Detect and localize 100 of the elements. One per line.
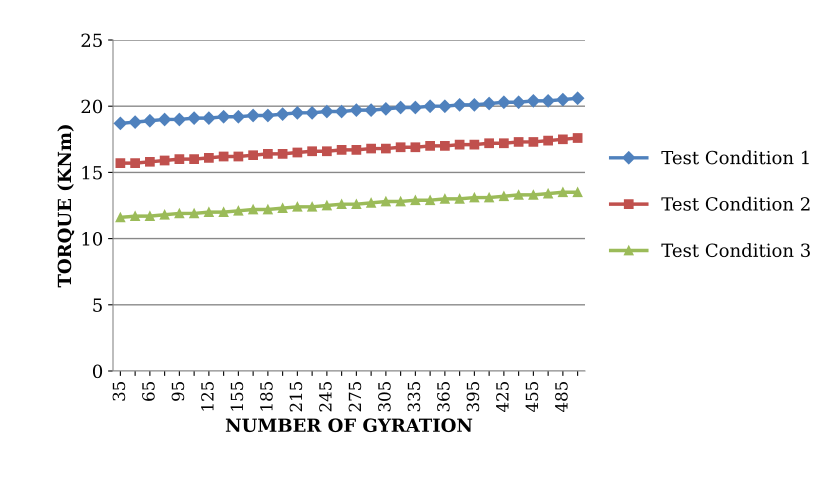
point [130, 211, 140, 221]
point [528, 137, 538, 147]
point [322, 200, 332, 210]
point [218, 152, 228, 162]
x-tick-label: 65 [142, 382, 155, 401]
point [514, 137, 524, 147]
point [290, 106, 304, 120]
y-tick-label: 10 [82, 232, 102, 246]
point [172, 112, 186, 126]
point [512, 96, 526, 109]
point [366, 144, 376, 154]
point [261, 108, 274, 122]
point [276, 108, 290, 121]
point [424, 100, 437, 113]
point [482, 96, 496, 110]
point [366, 198, 376, 208]
point [114, 116, 127, 130]
point [454, 140, 464, 150]
point [128, 116, 142, 129]
point [322, 146, 332, 156]
x-tick-label: 215 [290, 382, 302, 412]
point [189, 154, 199, 164]
point [174, 154, 184, 164]
point [484, 192, 494, 202]
point [292, 202, 302, 212]
y-tick-label: 15 [82, 166, 102, 180]
point [232, 110, 245, 124]
point [543, 188, 553, 198]
point [189, 208, 199, 218]
point [438, 100, 452, 113]
x-tick-label: 335 [408, 382, 420, 412]
point [278, 203, 288, 214]
point [292, 148, 302, 158]
point [394, 100, 408, 114]
legend-label: Test Condition 3 [661, 243, 810, 258]
point [379, 102, 392, 116]
point [248, 150, 258, 160]
x-tick-label: 125 [201, 382, 214, 410]
y-axis-title: TORQUE (KNm) [57, 125, 74, 288]
x-tick-label: 455 [526, 382, 538, 412]
point [143, 114, 156, 128]
point [130, 158, 140, 168]
point [558, 187, 568, 198]
x-tick-label: 275 [348, 382, 362, 412]
point [158, 112, 172, 126]
point [364, 104, 378, 117]
point [352, 145, 362, 155]
point [145, 156, 155, 167]
point [408, 100, 422, 114]
x-axis-title: NUMBER OF GYRATION [226, 418, 472, 432]
point [263, 204, 273, 214]
point [468, 98, 481, 112]
point [497, 96, 510, 109]
x-tick-label: 35 [112, 382, 126, 401]
point [160, 156, 170, 166]
point [116, 212, 126, 222]
point [306, 106, 319, 120]
x-tick-label: 185 [260, 382, 273, 410]
point [234, 206, 244, 216]
legend-label: Test Condition 2 [661, 196, 810, 211]
point [440, 141, 450, 151]
point [499, 191, 509, 202]
point [558, 134, 568, 144]
x-tick-label: 395 [466, 382, 480, 412]
y-tick-label: 25 [82, 33, 102, 48]
x-tick-label: 155 [230, 382, 244, 410]
y-tick-label: 20 [82, 100, 102, 114]
point [307, 202, 317, 212]
point [218, 207, 228, 217]
point [528, 190, 538, 200]
x-tick-label: 95 [172, 382, 184, 401]
point [410, 195, 420, 206]
point [174, 208, 184, 218]
point [514, 190, 524, 200]
point [425, 195, 435, 206]
point [204, 152, 214, 163]
point [499, 138, 509, 148]
x-tick-label: 365 [437, 382, 450, 412]
point [320, 104, 334, 118]
point [188, 112, 201, 125]
x-tick-label: 485 [555, 382, 568, 412]
x-tick-label: 305 [378, 382, 391, 412]
point [572, 187, 582, 198]
point [234, 152, 244, 162]
legend-label: Test Condition 1 [661, 150, 809, 164]
point [381, 144, 391, 154]
point [278, 149, 288, 159]
point [335, 104, 348, 118]
point [381, 196, 391, 206]
point [484, 138, 494, 148]
point [350, 104, 363, 117]
point [454, 194, 464, 204]
point [425, 141, 435, 151]
x-tick-label: 245 [319, 382, 332, 412]
point [352, 199, 362, 210]
point [542, 94, 555, 108]
point [160, 210, 170, 220]
point [572, 133, 582, 143]
point [217, 110, 230, 124]
point [307, 146, 317, 156]
